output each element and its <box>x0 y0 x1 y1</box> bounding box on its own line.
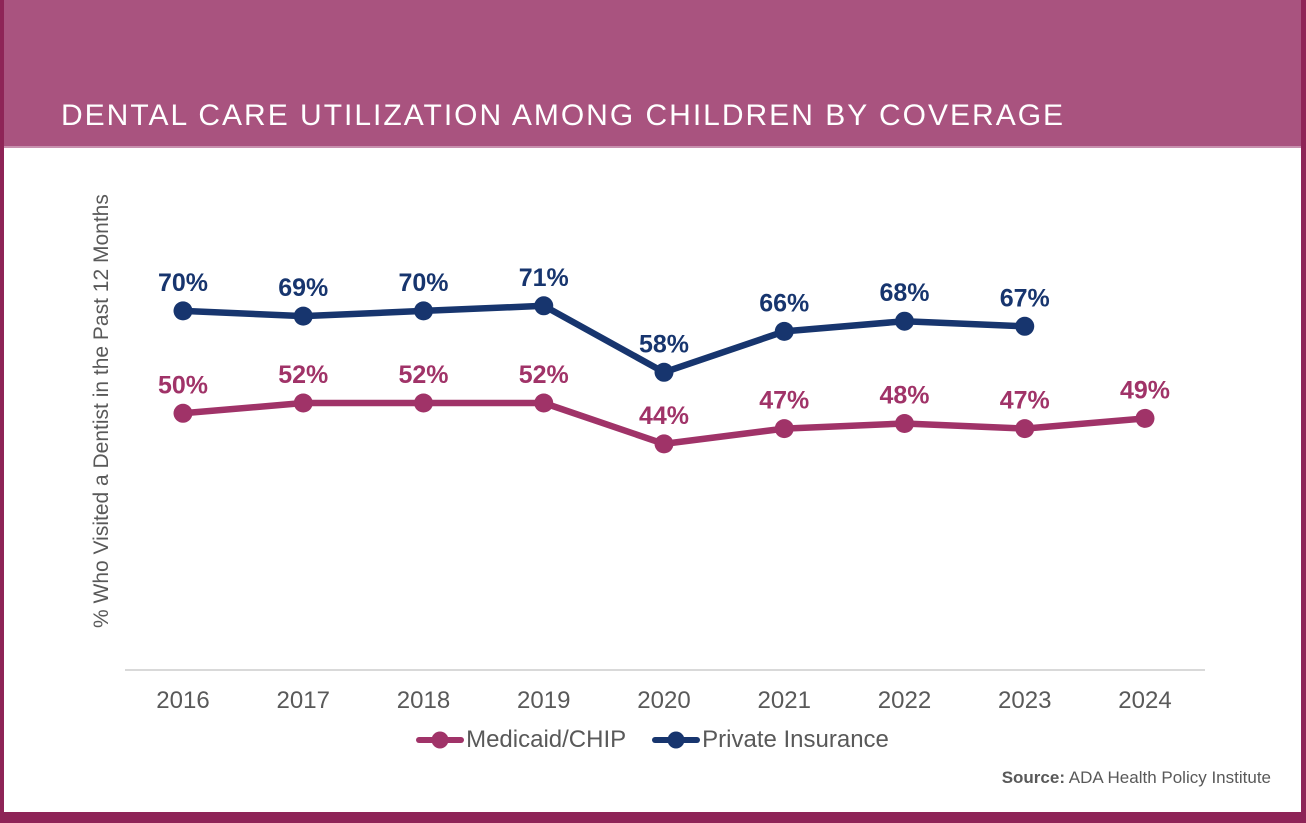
chart-area: 2016 2017 2018 2019 2020 2021 2022 2023 2024 50% 5… <box>4 148 1301 810</box>
data-label: 50% <box>158 371 208 399</box>
data-point <box>654 434 674 454</box>
x-tick-label: 2024 <box>1118 687 1171 714</box>
legend-label: Private Insurance <box>702 726 889 753</box>
data-label: 48% <box>879 382 929 410</box>
source-text: ADA Health Policy Institute <box>1065 768 1271 787</box>
data-label: 71% <box>519 264 569 292</box>
data-label: 69% <box>278 274 328 302</box>
data-point <box>1015 316 1035 336</box>
x-tick-label: 2020 <box>637 687 690 714</box>
data-point <box>293 393 313 413</box>
legend-marker-icon <box>416 731 465 749</box>
x-tick-label: 2016 <box>156 687 209 714</box>
x-tick-label: 2022 <box>878 687 931 714</box>
x-tick-label: 2018 <box>397 687 450 714</box>
data-point <box>173 301 193 321</box>
data-point <box>293 306 313 326</box>
data-label: 58% <box>639 330 689 358</box>
data-point <box>534 296 554 316</box>
data-point <box>895 311 914 331</box>
legend-item: Medicaid/CHIP <box>416 726 626 754</box>
data-point <box>414 301 433 321</box>
data-label: 49% <box>1120 376 1170 404</box>
data-point <box>1135 408 1155 428</box>
data-point <box>654 362 674 382</box>
page-title: DENTAL CARE UTILIZATION AMONG CHILDREN B… <box>61 99 1066 132</box>
data-label: 70% <box>398 269 448 297</box>
data-label: 66% <box>759 289 809 317</box>
legend-marker-icon <box>652 731 701 749</box>
data-point <box>895 414 914 433</box>
x-tick-label: 2019 <box>517 687 570 714</box>
x-tick-label: 2023 <box>998 687 1051 714</box>
data-point <box>1015 419 1035 439</box>
data-point <box>173 403 193 423</box>
x-tick-label: 2021 <box>758 687 811 714</box>
data-label: 52% <box>398 361 448 389</box>
y-axis-label: % Who Visited a Dentist in the Past 12 M… <box>90 194 113 628</box>
legend-item: Private Insurance <box>652 726 889 754</box>
data-label: 67% <box>1000 284 1050 312</box>
data-point <box>414 393 433 413</box>
data-point <box>774 321 794 341</box>
data-label: 70% <box>158 269 208 297</box>
legend-label: Medicaid/CHIP <box>466 726 627 753</box>
source-label: Source: <box>1001 768 1065 787</box>
series-line <box>179 302 1029 376</box>
line-chart: 2016 2017 2018 2019 2020 2021 2022 2023 2024 50% 5… <box>125 264 1205 714</box>
data-label: 47% <box>1000 387 1050 415</box>
header-banner: DENTAL CARE UTILIZATION AMONG CHILDREN B… <box>4 0 1301 148</box>
source-note: Source: ADA Health Policy Institute <box>1002 768 1271 788</box>
x-tick-label: 2017 <box>277 687 330 714</box>
data-label: 47% <box>759 387 809 415</box>
chart-legend: Medicaid/CHIP Private Insurance <box>4 726 1301 754</box>
data-label: 52% <box>278 361 328 389</box>
data-label: 52% <box>519 361 569 389</box>
data-label: 44% <box>639 402 689 430</box>
data-label: 68% <box>879 279 929 307</box>
data-point <box>534 393 554 413</box>
data-point <box>774 419 794 439</box>
